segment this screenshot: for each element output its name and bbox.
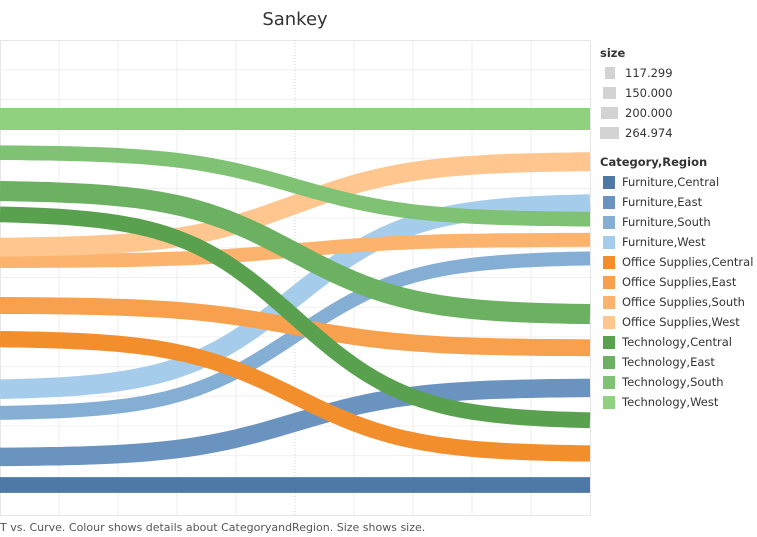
sankey-band-technology-south[interactable]	[0, 145, 590, 227]
category-legend-title: Category,Region	[600, 155, 708, 169]
size-legend-item: 117.299	[600, 63, 757, 83]
size-legend-title: size	[600, 46, 626, 60]
legend-label: Technology,South	[622, 375, 724, 389]
sankey-band-office-supplies-west[interactable]	[0, 152, 591, 257]
size-legend-label: 200.000	[625, 106, 673, 120]
size-swatch	[601, 107, 618, 119]
size-swatch	[604, 67, 615, 79]
legend-item-technology-central[interactable]: Technology,Central	[600, 332, 757, 352]
chart-title: Sankey	[262, 9, 328, 30]
legend-item-office-supplies-east[interactable]: Office Supplies,East	[600, 272, 757, 292]
legend-swatch	[603, 395, 615, 409]
legend-label: Furniture,West	[622, 235, 706, 249]
sankey-band-furniture-west[interactable]	[0, 194, 591, 399]
legend-item-furniture-south[interactable]: Furniture,South	[600, 212, 757, 232]
legend-label: Technology,West	[622, 395, 719, 409]
size-swatch	[603, 87, 616, 99]
sankey-band-office-supplies-central[interactable]	[0, 330, 591, 462]
legend-swatch	[603, 235, 615, 249]
size-legend-label: 117.299	[625, 66, 673, 80]
legend-label: Furniture,South	[622, 215, 711, 229]
legend-swatch	[603, 255, 615, 269]
legend-swatch	[603, 295, 615, 309]
size-legend-item: 150.000	[600, 83, 757, 103]
sankey-band-furniture-east[interactable]	[0, 378, 591, 467]
legend-item-technology-west[interactable]: Technology,West	[600, 392, 757, 412]
size-legend: 117.299 150.000 200.000 264.974	[600, 63, 757, 143]
legend-swatch	[603, 355, 615, 369]
legend-swatch	[603, 315, 615, 329]
legend-swatch	[603, 335, 615, 349]
legend-item-office-supplies-west[interactable]: Office Supplies,West	[600, 312, 757, 332]
legend-item-furniture-west[interactable]: Furniture,West	[600, 232, 757, 252]
legend-swatch	[603, 275, 615, 289]
legend-item-office-supplies-south[interactable]: Office Supplies,South	[600, 292, 757, 312]
legend-label: Office Supplies,South	[622, 295, 745, 309]
legend-item-technology-south[interactable]: Technology,South	[600, 372, 757, 392]
legend-swatch	[603, 175, 615, 189]
legend-label: Technology,Central	[622, 335, 732, 349]
legend-item-furniture-east[interactable]: Furniture,East	[600, 192, 757, 212]
legend-swatch	[603, 375, 615, 389]
sankey-band-technology-east[interactable]	[0, 181, 591, 325]
legend-label: Office Supplies,West	[622, 315, 740, 329]
category-legend[interactable]: Furniture,Central Furniture,East Furniture…	[600, 172, 757, 412]
legend-label: Technology,East	[622, 355, 715, 369]
sankey-band-technology-central[interactable]	[0, 206, 591, 429]
sankey-bands	[0, 108, 591, 493]
size-legend-item: 264.974	[600, 123, 757, 143]
size-legend-label: 264.974	[625, 126, 673, 140]
size-swatch	[600, 127, 619, 139]
legend-item-office-supplies-central[interactable]: Office Supplies,Central	[600, 252, 757, 272]
sankey-plot[interactable]	[0, 0, 595, 520]
legend-label: Office Supplies,Central	[622, 255, 754, 269]
size-legend-item: 200.000	[600, 103, 757, 123]
legend-item-furniture-central[interactable]: Furniture,Central	[600, 172, 757, 192]
legend: size 117.299 150.000 200.000 264.974 Catego…	[600, 46, 757, 412]
legend-item-technology-east[interactable]: Technology,East	[600, 352, 757, 372]
legend-label: Furniture,East	[622, 195, 703, 209]
legend-swatch	[603, 195, 615, 209]
size-legend-label: 150.000	[625, 86, 673, 100]
legend-swatch	[603, 215, 615, 229]
legend-label: Office Supplies,East	[622, 275, 737, 289]
legend-label: Furniture,Central	[622, 175, 720, 189]
chart-caption: T vs. Curve. Colour shows details about …	[0, 521, 426, 534]
sankey-band-furniture-south[interactable]	[0, 251, 591, 420]
